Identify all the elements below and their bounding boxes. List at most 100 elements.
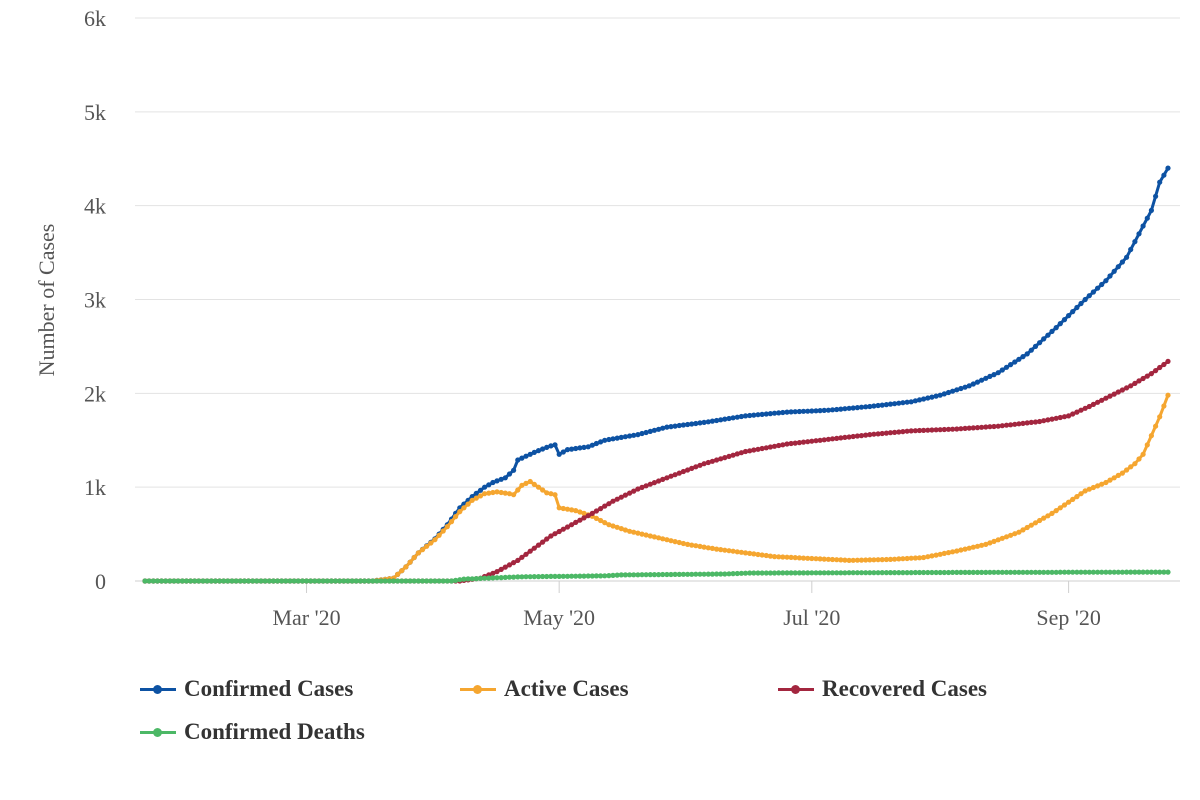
data-point xyxy=(564,447,571,453)
data-point xyxy=(693,571,699,577)
data-point xyxy=(1157,179,1163,185)
y-tick-label: 4k xyxy=(84,194,106,219)
data-point xyxy=(995,370,1001,376)
data-point xyxy=(287,578,293,584)
data-point xyxy=(502,475,508,481)
data-point xyxy=(540,446,546,452)
data-point xyxy=(904,399,910,405)
data-point xyxy=(428,540,434,546)
data-point xyxy=(473,495,479,501)
data-point xyxy=(991,372,997,378)
data-point xyxy=(1128,246,1134,253)
data-point xyxy=(709,545,716,552)
data-point xyxy=(742,550,749,556)
data-point xyxy=(800,570,807,576)
data-point xyxy=(614,496,620,502)
data-point xyxy=(502,490,508,496)
data-point xyxy=(858,557,865,563)
data-point xyxy=(523,453,529,459)
data-point xyxy=(718,571,724,577)
data-point xyxy=(303,578,310,584)
data-point xyxy=(589,442,595,448)
data-point xyxy=(548,491,554,497)
data-point xyxy=(461,576,467,582)
data-point xyxy=(1132,569,1138,575)
data-point xyxy=(614,524,620,530)
data-point xyxy=(962,425,968,431)
data-point xyxy=(685,571,691,577)
data-point xyxy=(726,453,732,459)
data-point xyxy=(643,532,649,538)
data-point xyxy=(556,451,562,457)
data-point xyxy=(647,481,653,487)
data-point xyxy=(846,434,852,440)
data-point xyxy=(399,578,405,584)
data-point xyxy=(407,578,413,584)
legend-label: Confirmed Cases xyxy=(184,676,354,701)
data-point xyxy=(987,569,993,575)
data-point xyxy=(714,417,720,424)
data-point xyxy=(1066,569,1072,575)
data-point xyxy=(482,575,488,581)
data-point xyxy=(1045,417,1051,423)
data-point xyxy=(1165,358,1171,364)
data-point xyxy=(974,569,981,576)
data-point xyxy=(676,539,682,546)
data-point xyxy=(656,478,662,484)
data-point xyxy=(403,578,409,584)
data-point xyxy=(714,571,720,577)
data-point xyxy=(1161,361,1167,368)
data-point xyxy=(436,578,442,584)
data-point xyxy=(1024,351,1030,357)
data-point xyxy=(548,573,554,580)
data-point xyxy=(266,578,272,584)
data-point xyxy=(1045,569,1051,575)
data-point xyxy=(510,467,517,473)
data-point xyxy=(506,574,513,580)
data-point xyxy=(780,554,786,560)
data-point xyxy=(515,457,521,463)
data-point xyxy=(809,555,815,562)
data-point xyxy=(668,424,674,430)
data-point xyxy=(892,570,898,576)
y-axis-ticks: 0 1k 2k 3k 4k 5k 6k xyxy=(84,6,106,594)
x-tick-label: May '20 xyxy=(523,605,595,630)
data-point xyxy=(1032,569,1039,575)
data-point xyxy=(167,578,173,584)
data-point xyxy=(1057,414,1063,421)
data-point xyxy=(1132,380,1138,386)
data-point xyxy=(453,577,459,584)
data-point xyxy=(1082,488,1088,494)
data-point xyxy=(1115,264,1121,270)
data-point xyxy=(821,407,827,413)
legend-item-recovered-cases[interactable]: Recovered Cases xyxy=(778,676,987,702)
data-point xyxy=(742,448,749,455)
data-point xyxy=(701,461,707,467)
data-point xyxy=(970,381,976,387)
data-point xyxy=(270,578,276,584)
data-point xyxy=(250,578,256,584)
data-point xyxy=(490,570,496,576)
data-point xyxy=(933,569,939,576)
data-point xyxy=(767,570,774,576)
data-point xyxy=(1016,356,1022,362)
legend-item-active-cases[interactable]: Active Cases xyxy=(460,676,629,702)
data-point xyxy=(639,531,645,537)
data-point xyxy=(577,517,583,523)
data-point xyxy=(1012,531,1018,537)
data-point xyxy=(867,557,873,563)
data-point xyxy=(697,543,703,550)
legend-item-confirmed-deaths[interactable]: Confirmed Deaths xyxy=(140,719,365,745)
legend-item-confirmed-cases[interactable]: Confirmed Cases xyxy=(140,676,353,702)
y-tick-label: 1k xyxy=(84,475,106,500)
data-point xyxy=(854,405,861,411)
data-point xyxy=(664,424,670,430)
data-point xyxy=(825,570,832,576)
data-point xyxy=(950,549,956,555)
data-point xyxy=(767,444,774,450)
data-point xyxy=(871,403,877,409)
data-point xyxy=(970,544,976,550)
data-point xyxy=(651,572,658,578)
series-confirmed-deaths xyxy=(142,569,1171,584)
data-point xyxy=(196,578,202,584)
